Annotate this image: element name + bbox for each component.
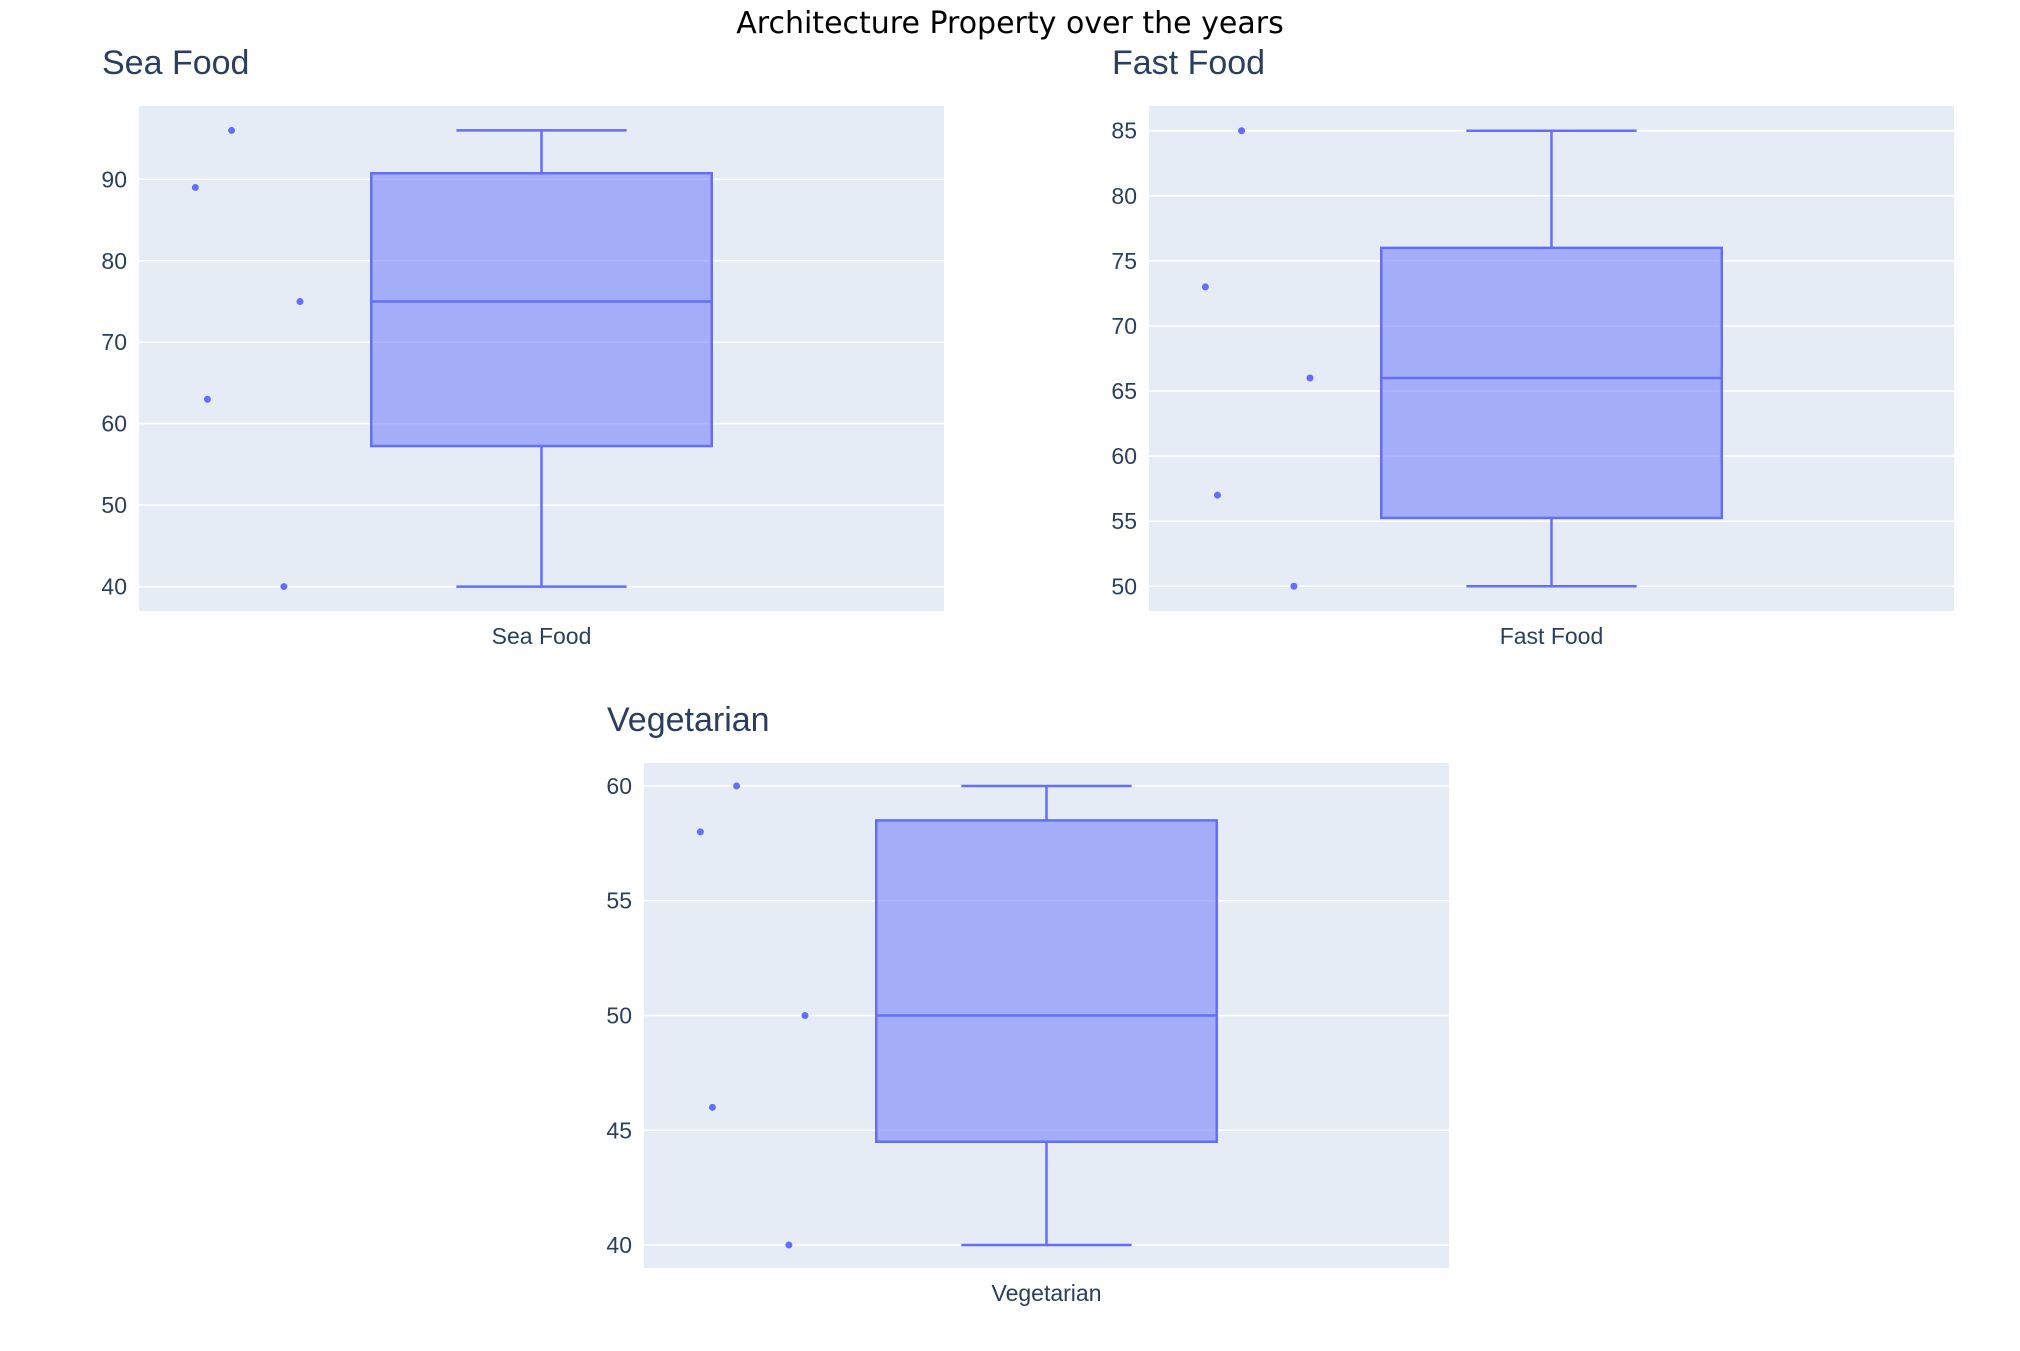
data-point [785,1241,793,1249]
data-point [733,782,741,790]
data-point [1201,283,1209,291]
y-tick-label: 60 [1111,443,1137,469]
y-tick-label: 55 [606,888,632,914]
data-point [801,1012,809,1019]
y-tick-label: 80 [101,248,127,274]
data-point [1213,491,1221,499]
data-point [191,183,199,191]
subplot-title: Vegetarian [607,701,770,739]
data-point [203,395,211,403]
y-tick-label: 60 [606,773,632,799]
y-tick-label: 85 [1111,118,1137,144]
iqr-box [369,171,714,448]
y-tick-label: 50 [101,492,127,518]
y-tick-label: 80 [1111,183,1137,209]
data-point [708,1103,716,1111]
data-point [1290,582,1298,590]
y-tick-label: 40 [606,1232,632,1258]
y-tick-label: 55 [1111,508,1137,534]
x-category-label: Sea Food [492,623,592,649]
data-point [228,126,236,134]
y-tick-label: 75 [1111,248,1137,274]
iqr-box [1379,246,1724,520]
y-tick-label: 70 [101,329,127,355]
y-tick-label: 65 [1111,378,1137,404]
y-tick-label: 70 [1111,313,1137,339]
x-category-label: Vegetarian [992,1280,1102,1306]
iqr-box [874,819,1219,1143]
figure-title: Architecture Property over the years [736,6,1283,41]
data-point [1306,374,1314,382]
data-point [296,297,304,305]
y-tick-label: 50 [1111,573,1137,599]
data-point [280,583,288,591]
x-category-label: Fast Food [1500,623,1604,649]
subplot-fast-food: Fast Food 50 55 60 65 70 75 80 85 Fast Food [1111,44,1954,649]
y-tick-label: 45 [606,1117,632,1143]
subplot-vegetarian: Vegetarian 40 45 50 55 60 Vegetarian [606,701,1449,1306]
y-tick-label: 60 [101,411,127,437]
data-point [1238,127,1246,135]
y-tick-label: 50 [606,1003,632,1029]
y-tick-label: 90 [101,166,127,192]
subplot-sea-food: Sea Food 40 50 60 70 80 90 Sea Food [101,44,944,649]
subplot-title: Fast Food [1112,44,1265,82]
y-tick-label: 40 [101,574,127,600]
data-point [696,828,704,836]
subplot-title: Sea Food [102,44,249,82]
